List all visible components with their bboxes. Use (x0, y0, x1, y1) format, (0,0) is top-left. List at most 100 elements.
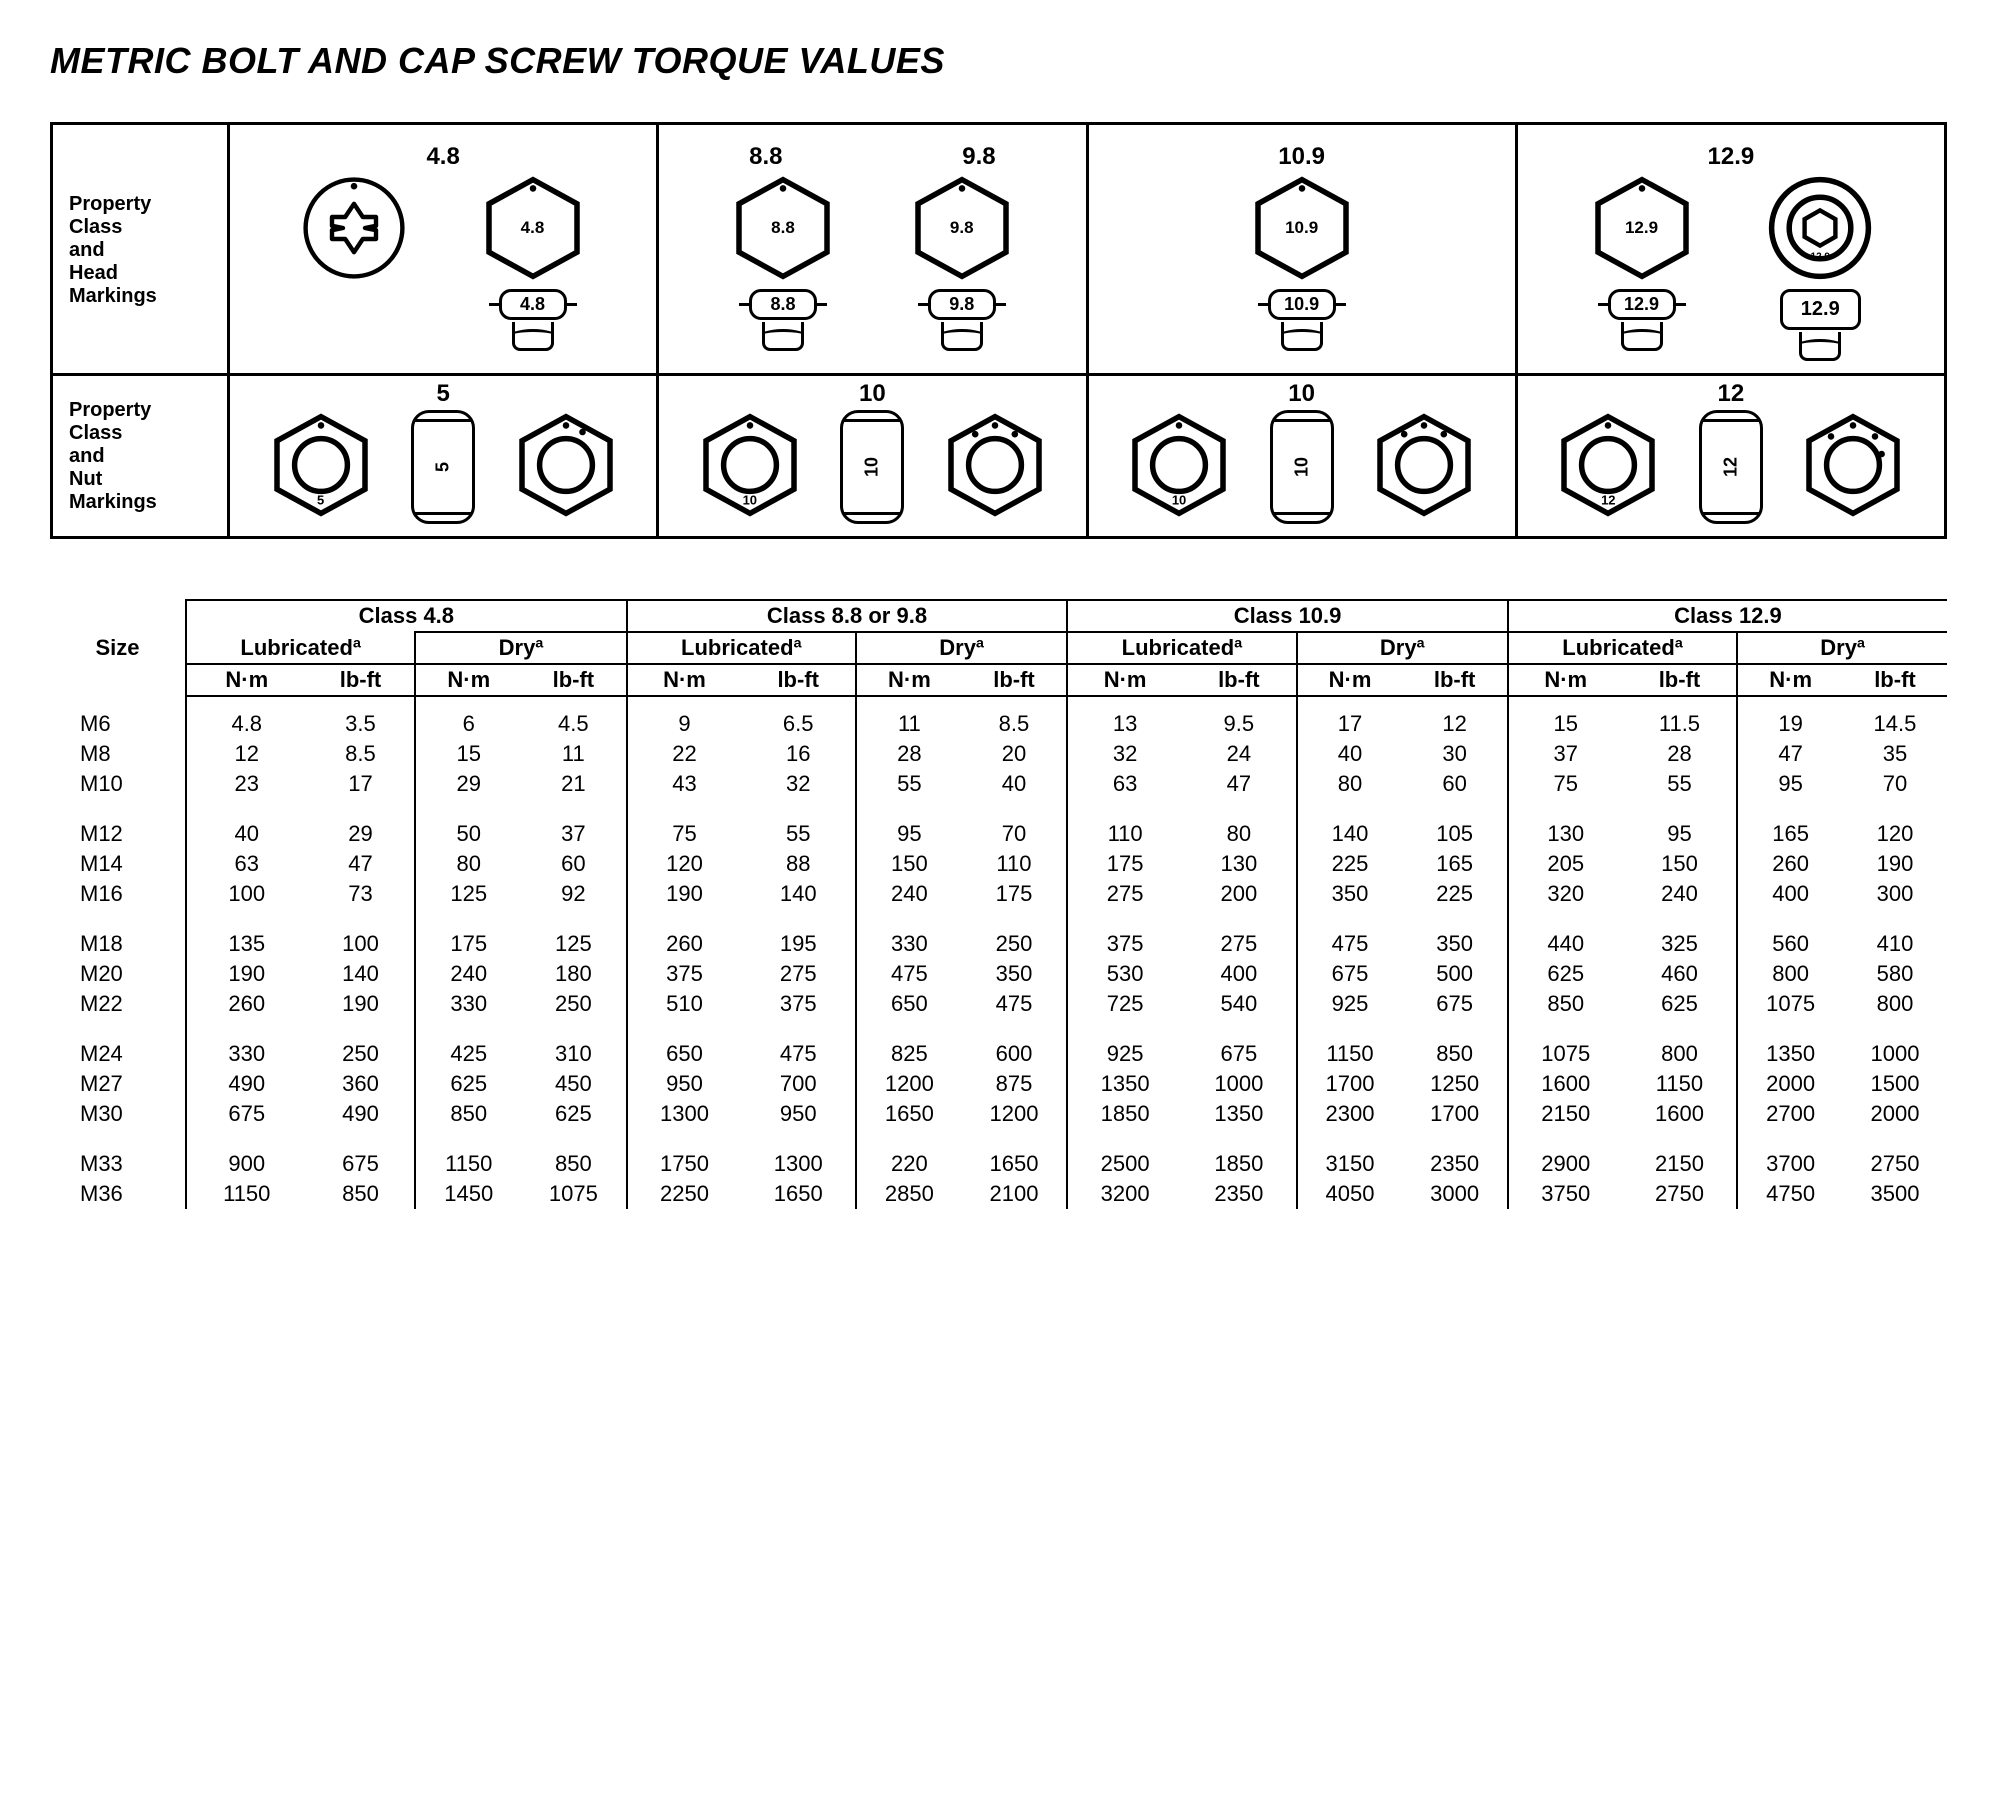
value-cell: 1075 (521, 1179, 627, 1209)
table-row: M8128.51511221628203224403037284735 (50, 739, 1947, 769)
socket-head-icon: 12.9 (1765, 173, 1875, 283)
unit-header: lb-ft (1402, 664, 1508, 696)
markings-legend-table: Property Class and Head Markings 4.8 4.8 (50, 122, 1947, 539)
value-cell: 32 (741, 769, 856, 799)
value-cell: 490 (307, 1099, 416, 1129)
value-cell: 70 (962, 799, 1068, 849)
size-cell: M33 (50, 1129, 186, 1179)
hex-nut-icon (940, 410, 1050, 520)
value-cell: 800 (1623, 1019, 1738, 1069)
value-cell: 4.5 (521, 696, 627, 739)
value-cell: 275 (1182, 909, 1297, 959)
value-cell: 9.5 (1182, 696, 1297, 739)
value-cell: 850 (1402, 1019, 1508, 1069)
hex-nut-icon: 12 (1553, 410, 1663, 520)
value-cell: 900 (186, 1129, 306, 1179)
value-cell: 1075 (1737, 989, 1843, 1019)
value-cell: 675 (1402, 989, 1508, 1019)
value-cell: 2000 (1737, 1069, 1843, 1099)
value-cell: 20 (962, 739, 1068, 769)
unit-header: N·m (186, 664, 306, 696)
value-cell: 225 (1402, 879, 1508, 909)
value-cell: 375 (741, 989, 856, 1019)
hex-nut-icon: 10 (695, 410, 805, 520)
value-cell: 825 (856, 1019, 962, 1069)
value-cell: 40 (962, 769, 1068, 799)
table-row: M222601903302505103756504757255409256758… (50, 989, 1947, 1019)
size-cell: M20 (50, 959, 186, 989)
value-cell: 675 (307, 1129, 416, 1179)
value-cell: 75 (627, 799, 742, 849)
value-cell: 850 (415, 1099, 521, 1129)
head-group-12_9: 12.9 12.9 12.9 (1516, 124, 1945, 375)
value-cell: 92 (521, 879, 627, 909)
value-cell: 1300 (741, 1129, 856, 1179)
table-row: M1023172921433255406347806075559570 (50, 769, 1947, 799)
value-cell: 225 (1297, 849, 1403, 879)
value-cell: 100 (186, 879, 306, 909)
value-cell: 12 (1402, 696, 1508, 739)
value-cell: 125 (521, 909, 627, 959)
size-cell: M8 (50, 739, 186, 769)
size-cell: M22 (50, 989, 186, 1019)
value-cell: 580 (1843, 959, 1947, 989)
hex-head-icon: 10.9 (1247, 173, 1357, 283)
size-cell: M36 (50, 1179, 186, 1209)
value-cell: 675 (1182, 1019, 1297, 1069)
size-cell: M24 (50, 1019, 186, 1069)
value-cell: 625 (1508, 959, 1623, 989)
value-cell: 2150 (1508, 1099, 1623, 1129)
value-cell: 1250 (1402, 1069, 1508, 1099)
head-grade-label: 4.8 (230, 139, 656, 173)
value-cell: 240 (1623, 879, 1738, 909)
value-cell: 410 (1843, 909, 1947, 959)
value-cell: 260 (627, 909, 742, 959)
value-cell: 1350 (1737, 1019, 1843, 1069)
value-cell: 165 (1402, 849, 1508, 879)
value-cell: 500 (1402, 959, 1508, 989)
table-row: M64.83.564.596.5118.5139.517121511.51914… (50, 696, 1947, 739)
value-cell: 260 (186, 989, 306, 1019)
value-cell: 540 (1182, 989, 1297, 1019)
value-cell: 100 (307, 909, 416, 959)
cond-header: Lubricatedª (627, 632, 856, 664)
value-cell: 2000 (1843, 1099, 1947, 1129)
value-cell: 80 (415, 849, 521, 879)
table-row: M243302504253106504758256009256751150850… (50, 1019, 1947, 1069)
value-cell: 40 (1297, 739, 1403, 769)
value-cell: 23 (186, 769, 306, 799)
value-cell: 1150 (1623, 1069, 1738, 1099)
value-cell: 29 (307, 799, 416, 849)
value-cell: 1600 (1508, 1069, 1623, 1099)
value-cell: 8.5 (962, 696, 1068, 739)
value-cell: 800 (1737, 959, 1843, 989)
value-cell: 625 (415, 1069, 521, 1099)
value-cell: 1600 (1623, 1099, 1738, 1129)
value-cell: 250 (307, 1019, 416, 1069)
value-cell: 1300 (627, 1099, 742, 1129)
value-cell: 2100 (962, 1179, 1068, 1209)
hex-head-icon: 8.8 (728, 173, 838, 283)
value-cell: 1850 (1182, 1129, 1297, 1179)
value-cell: 490 (186, 1069, 306, 1099)
unit-header: N·m (627, 664, 742, 696)
bolt-side-icon: 9.8 (918, 289, 1006, 351)
value-cell: 140 (1297, 799, 1403, 849)
value-cell: 80 (1297, 769, 1403, 799)
nut-group-10b: 10 10 10 (1087, 375, 1516, 538)
table-row: M274903606254509507001200875135010001700… (50, 1069, 1947, 1099)
unit-header: lb-ft (521, 664, 627, 696)
class-header: Class 10.9 (1067, 600, 1508, 632)
value-cell: 165 (1737, 799, 1843, 849)
value-cell: 2250 (627, 1179, 742, 1209)
value-cell: 530 (1067, 959, 1182, 989)
value-cell: 650 (856, 989, 962, 1019)
value-cell: 105 (1402, 799, 1508, 849)
value-cell: 88 (741, 849, 856, 879)
unit-header: lb-ft (741, 664, 856, 696)
table-row: M306754908506251300950165012001850135023… (50, 1099, 1947, 1129)
value-cell: 60 (521, 849, 627, 879)
head-markings-label: Property Class and Head Markings (52, 124, 229, 375)
value-cell: 1150 (1297, 1019, 1403, 1069)
size-cell: M12 (50, 799, 186, 849)
